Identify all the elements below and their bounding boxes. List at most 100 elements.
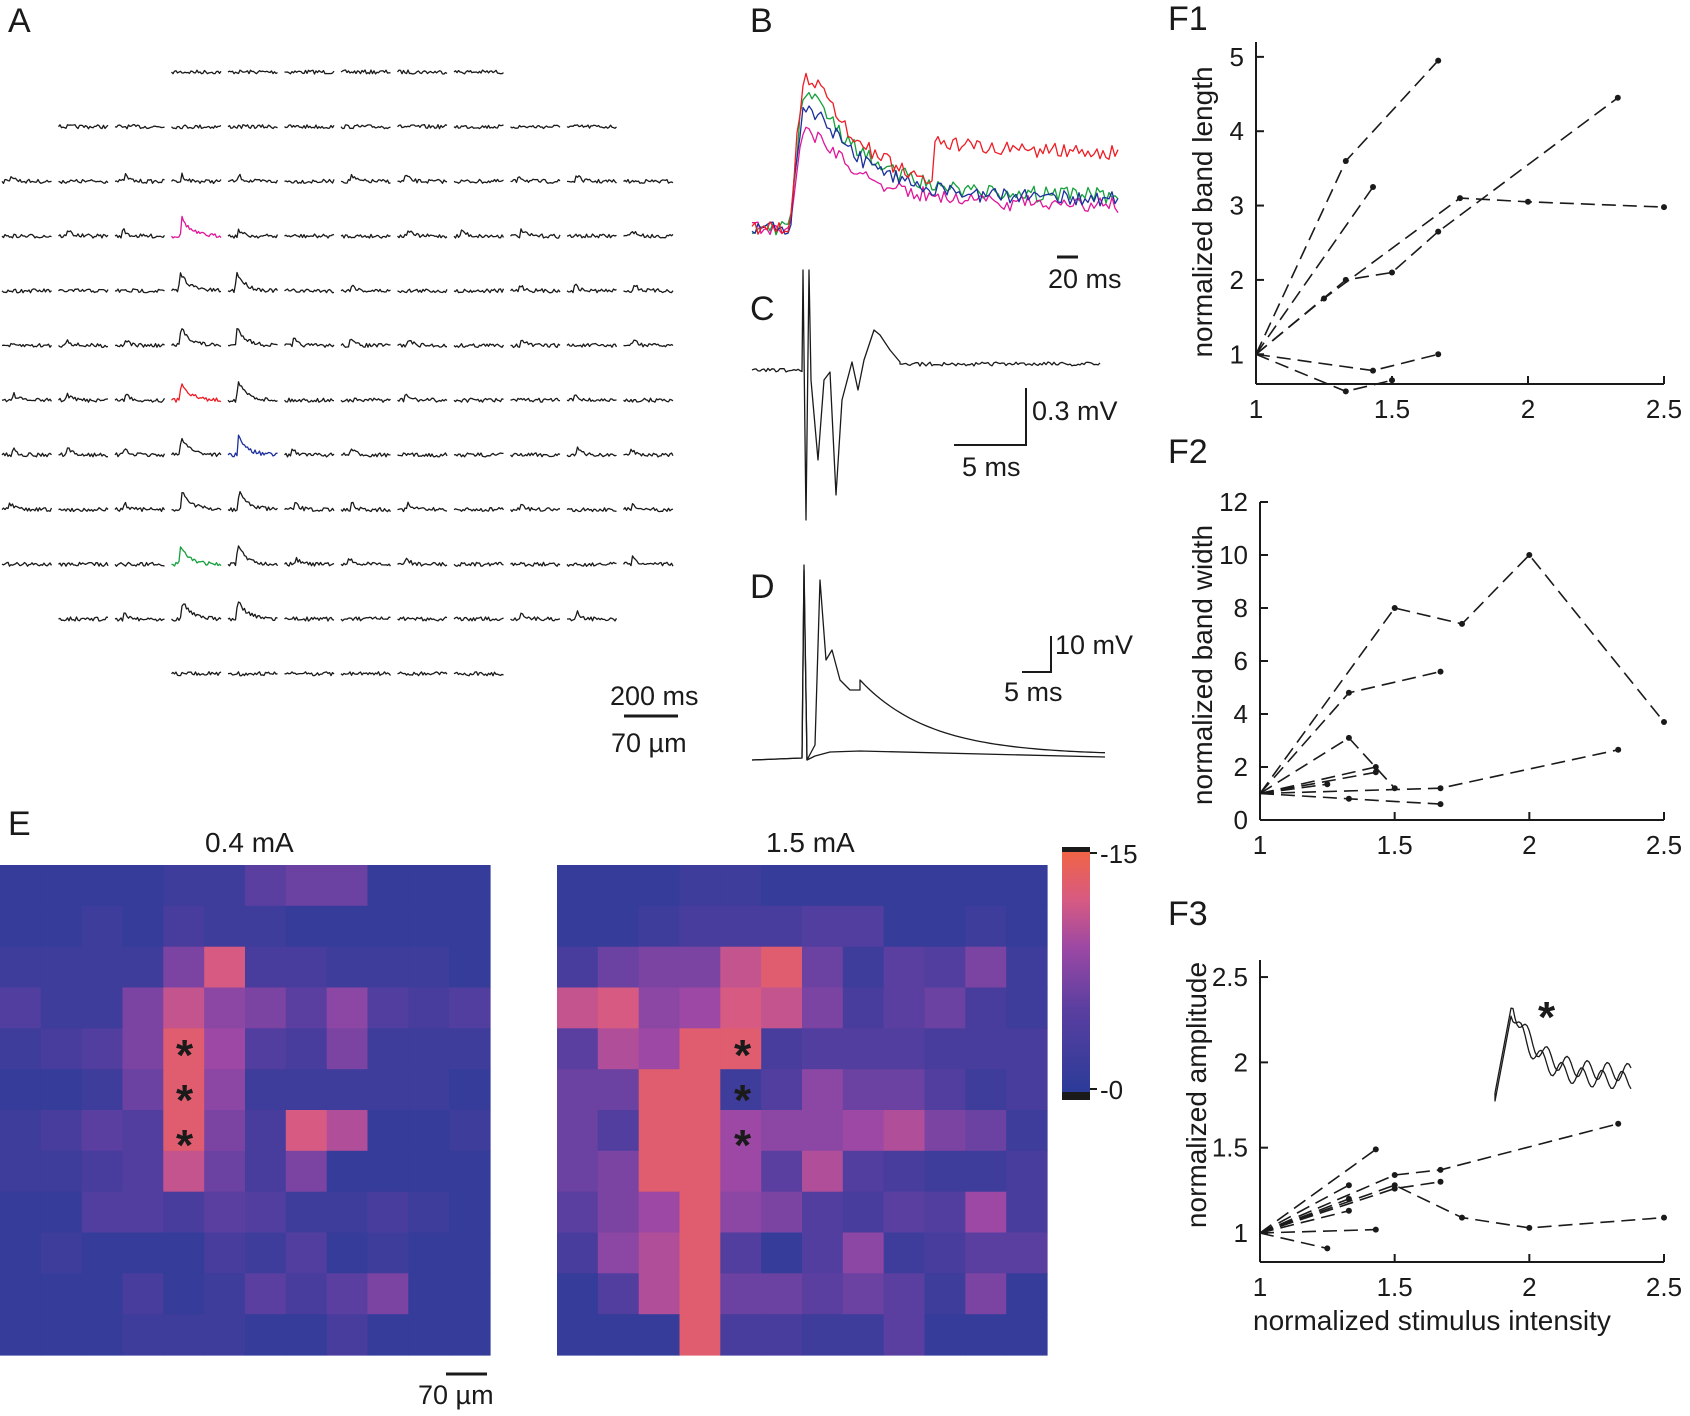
heat-cell bbox=[965, 946, 1007, 989]
heat-cell bbox=[720, 1191, 762, 1234]
series-line bbox=[1259, 1228, 1376, 1234]
trace bbox=[114, 501, 166, 513]
colorbar-label-min: -0 bbox=[1100, 1075, 1123, 1105]
trace bbox=[340, 448, 391, 458]
heat-cell bbox=[449, 987, 491, 1029]
data-point bbox=[1391, 1172, 1398, 1178]
heat-cell bbox=[245, 946, 287, 989]
f3-xlabel: normalized stimulus intensity bbox=[1253, 1305, 1611, 1336]
heat-cell bbox=[842, 905, 885, 948]
trace bbox=[340, 338, 391, 348]
heat-cell bbox=[761, 1069, 803, 1111]
heat-cell bbox=[679, 1069, 721, 1111]
y-tick-label: 5 bbox=[1230, 42, 1244, 72]
trace bbox=[227, 271, 279, 294]
panel-label-f1: F1 bbox=[1168, 0, 1208, 38]
heat-cell bbox=[122, 1314, 164, 1356]
heat-cell bbox=[408, 1069, 450, 1111]
trace bbox=[510, 228, 561, 239]
heat-cell bbox=[557, 1028, 599, 1070]
trace bbox=[566, 124, 617, 129]
x-tick-label: 2.5 bbox=[1646, 1272, 1682, 1302]
panel-c-trace bbox=[751, 269, 1101, 521]
heat-cell bbox=[285, 1150, 328, 1193]
data-point bbox=[1324, 1245, 1331, 1252]
heat-cell bbox=[285, 946, 328, 989]
heat-cell bbox=[367, 1150, 409, 1193]
heat-cell bbox=[326, 1273, 369, 1315]
heat-cell bbox=[557, 1069, 599, 1111]
heat-cell bbox=[638, 1028, 681, 1070]
trace bbox=[510, 452, 561, 458]
heat-cell bbox=[81, 1273, 124, 1315]
series-line bbox=[1259, 1232, 1328, 1250]
heat-cell bbox=[802, 1232, 844, 1274]
data-point bbox=[1370, 367, 1376, 374]
heat-cell bbox=[0, 987, 42, 1029]
heat-cell bbox=[408, 1110, 450, 1152]
heat-cell bbox=[842, 1069, 885, 1111]
series-line bbox=[1259, 670, 1441, 795]
heat-cell bbox=[842, 1273, 885, 1315]
trace bbox=[114, 393, 166, 403]
trace bbox=[114, 612, 165, 622]
trace bbox=[227, 545, 279, 567]
heat-cell bbox=[449, 1191, 491, 1234]
trace bbox=[397, 452, 448, 458]
trace bbox=[170, 437, 222, 458]
heat-cell bbox=[81, 1069, 124, 1111]
trace bbox=[1, 233, 52, 239]
heat-cell bbox=[245, 1028, 287, 1070]
data-point bbox=[1437, 785, 1444, 792]
heat-cell bbox=[367, 905, 409, 948]
heat-cell bbox=[842, 1314, 885, 1356]
scalebar-c-lines bbox=[954, 388, 1027, 446]
y-tick-label: 10 bbox=[1219, 540, 1248, 570]
heat-cell bbox=[245, 1110, 287, 1152]
y-tick-label: 1 bbox=[1234, 1218, 1248, 1248]
trace bbox=[340, 616, 391, 622]
heat-cell bbox=[285, 987, 328, 1029]
heat-cell bbox=[720, 865, 762, 907]
trace bbox=[1, 502, 53, 512]
heat-cell bbox=[163, 987, 205, 1029]
heat-cell bbox=[965, 1314, 1007, 1356]
heat-cell bbox=[122, 1273, 164, 1315]
heat-cell bbox=[679, 946, 721, 989]
heat-cell bbox=[924, 987, 966, 1029]
trace bbox=[566, 342, 618, 348]
trace bbox=[623, 178, 674, 184]
heat-cell bbox=[842, 1028, 885, 1070]
heat-cell bbox=[1006, 905, 1048, 948]
heat-cell bbox=[842, 1232, 885, 1274]
heat-cell bbox=[0, 1273, 42, 1315]
data-point bbox=[1457, 195, 1463, 202]
heat-cell bbox=[367, 1191, 409, 1234]
heat-cell bbox=[597, 1150, 640, 1193]
trace bbox=[510, 612, 561, 622]
heat-cell bbox=[924, 905, 966, 948]
trace bbox=[171, 671, 222, 677]
heat-cell bbox=[557, 946, 599, 989]
data-point bbox=[1345, 734, 1352, 741]
heat-cell bbox=[163, 1110, 205, 1152]
y-tick-label: 2 bbox=[1230, 265, 1244, 295]
trace bbox=[623, 339, 674, 348]
scalebar-d-time-label: 5 ms bbox=[1004, 677, 1063, 707]
heat-cell bbox=[285, 1273, 328, 1315]
heat-cell bbox=[245, 905, 287, 948]
y-tick-label: 12 bbox=[1219, 487, 1248, 517]
trace bbox=[623, 230, 674, 239]
heat-cell bbox=[245, 1232, 287, 1274]
heat-cell bbox=[408, 987, 450, 1029]
trace-blue bbox=[227, 434, 278, 458]
heat-cell bbox=[1006, 1150, 1048, 1193]
trace bbox=[284, 501, 335, 512]
heat-cell bbox=[924, 865, 966, 907]
heat-cell bbox=[638, 1232, 681, 1274]
heat-cell bbox=[720, 1028, 762, 1070]
heat-cell bbox=[679, 987, 721, 1029]
heat-cell bbox=[326, 1028, 369, 1070]
heat-cell bbox=[163, 1191, 205, 1234]
heat-cell bbox=[720, 1150, 762, 1193]
